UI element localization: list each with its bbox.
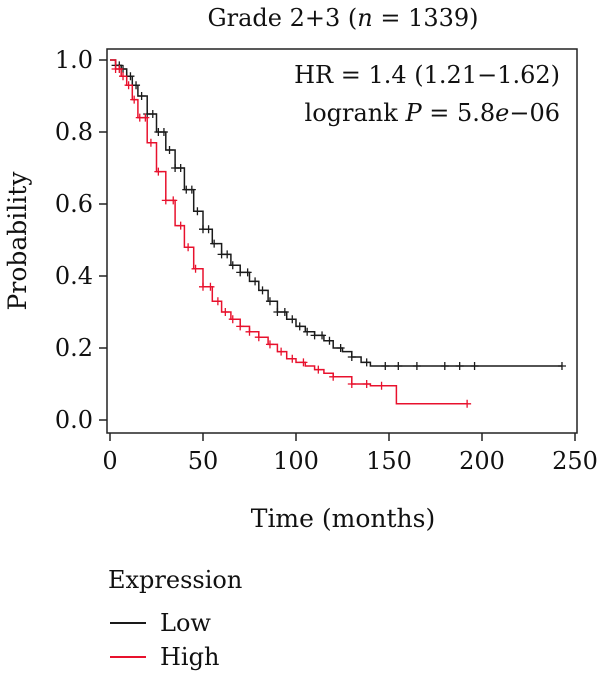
censor-mark-low-22: [228, 261, 237, 270]
censor-mark-high-10: [169, 196, 178, 205]
censor-mark-high-16: [213, 297, 222, 306]
y-tick-label-1: 0.2: [55, 334, 93, 362]
censor-mark-high-7: [146, 138, 155, 147]
censor-mark-low-10: [159, 128, 168, 136]
censor-mark-low-11: [165, 146, 174, 154]
censor-mark-low-15: [187, 185, 196, 194]
censor-mark-high-4: [130, 95, 139, 104]
censor-mark-low-40: [394, 362, 403, 370]
censor-mark-high-22: [265, 340, 274, 349]
censor-mark-low-39: [381, 362, 390, 370]
x-tick-label-1: 50: [188, 447, 219, 475]
censor-mark-high-11: [176, 221, 185, 230]
censor-mark-high-14: [199, 282, 207, 291]
censor-mark-high-21: [254, 333, 263, 342]
censor-mark-low-34: [318, 331, 327, 340]
censor-mark-high-15: [206, 282, 215, 291]
censor-mark-high-28: [347, 380, 356, 388]
legend-title: Expression: [108, 566, 243, 594]
censor-mark-low-23: [236, 268, 245, 277]
censor-mark-low-31: [295, 322, 304, 331]
censor-mark-high-3: [124, 81, 133, 90]
logrank-text: logrank P = 5.8e−06: [305, 99, 560, 127]
censor-mark-high-13: [191, 264, 200, 273]
censor-mark-high-26: [314, 365, 323, 374]
censor-mark-low-16: [193, 207, 202, 216]
censor-mark-low-21: [223, 250, 232, 259]
censor-mark-high-20: [245, 327, 254, 336]
x-tick-label-0: 0: [102, 447, 117, 475]
censor-mark-low-28: [273, 308, 282, 316]
censor-mark-low-8: [148, 110, 157, 118]
legend-swatch-low: [110, 622, 146, 624]
censor-mark-high-27: [329, 372, 338, 381]
chart-title: Grade 2+3 (n = 1339): [207, 4, 478, 32]
censor-mark-low-44: [470, 362, 479, 370]
censor-mark-low-32: [303, 327, 312, 336]
censor-mark-low-35: [325, 336, 334, 345]
censor-mark-low-13: [176, 164, 185, 172]
censor-mark-low-27: [265, 297, 274, 306]
censor-mark-low-42: [440, 362, 449, 370]
censor-mark-low-45: [557, 362, 566, 370]
hazard-ratio-text: HR = 1.4 (1.21−1.62): [294, 61, 560, 89]
censor-mark-high-17: [221, 308, 230, 316]
x-axis: 0 50 100 150 200 250: [102, 433, 598, 475]
censor-mark-low-38: [362, 358, 371, 367]
y-tick-label-4: 0.8: [55, 118, 93, 146]
y-axis: 0.0 0.2 0.4 0.6 0.8 1.0: [55, 46, 107, 434]
censor-mark-low-25: [251, 277, 260, 286]
censor-mark-high-29: [362, 380, 371, 388]
censor-mark-low-24: [243, 268, 252, 277]
y-tick-label-5: 1.0: [55, 46, 93, 74]
censor-mark-high-18: [228, 315, 237, 324]
censor-mark-high-2: [119, 72, 128, 81]
censor-mark-low-5: [132, 81, 141, 90]
censor-mark-low-4: [126, 72, 135, 81]
censor-mark-high-23: [277, 347, 286, 356]
x-tick-label-4: 200: [459, 447, 505, 475]
y-tick-label-3: 0.6: [55, 190, 93, 218]
legend-swatch-high: [110, 656, 146, 658]
y-tick-label-2: 0.4: [55, 262, 93, 290]
legend-label-high: High: [160, 643, 220, 671]
x-tick-label-5: 250: [552, 447, 598, 475]
censor-mark-low-33: [310, 331, 319, 340]
censor-mark-low-30: [288, 315, 297, 324]
censor-mark-high-12: [184, 243, 193, 252]
censor-mark-low-19: [210, 239, 219, 248]
censor-mark-high-31: [463, 399, 472, 408]
y-axis-label: Probability: [3, 171, 32, 311]
legend-item-high: High: [108, 640, 242, 674]
legend: Expression Low High: [108, 566, 242, 674]
censor-mark-high-19: [236, 322, 245, 331]
legend-label-low: Low: [160, 609, 211, 637]
y-tick-label-0: 0.0: [55, 406, 93, 434]
x-axis-label: Time (months): [251, 504, 435, 533]
censor-mark-high-9: [161, 196, 170, 205]
x-tick-label-3: 150: [366, 447, 412, 475]
censor-mark-low-41: [412, 362, 421, 370]
x-tick-label-2: 100: [273, 447, 319, 475]
legend-item-low: Low: [108, 606, 242, 640]
survival-curves: [110, 59, 566, 408]
censor-mark-high-6: [141, 113, 150, 122]
censor-mark-high-30: [377, 381, 386, 390]
censor-mark-low-37: [347, 353, 356, 361]
censor-mark-low-18: [204, 225, 213, 234]
censor-mark-low-36: [336, 344, 345, 352]
censor-mark-low-6: [137, 92, 146, 100]
censor-mark-high-24: [288, 354, 297, 363]
censor-mark-high-8: [154, 167, 163, 176]
censor-mark-low-29: [280, 308, 289, 316]
plot-frame: [106, 48, 578, 434]
censor-mark-high-1: [115, 65, 124, 73]
censor-mark-high-25: [299, 358, 308, 367]
censor-mark-low-43: [455, 362, 464, 370]
censor-mark-low-26: [258, 286, 267, 295]
